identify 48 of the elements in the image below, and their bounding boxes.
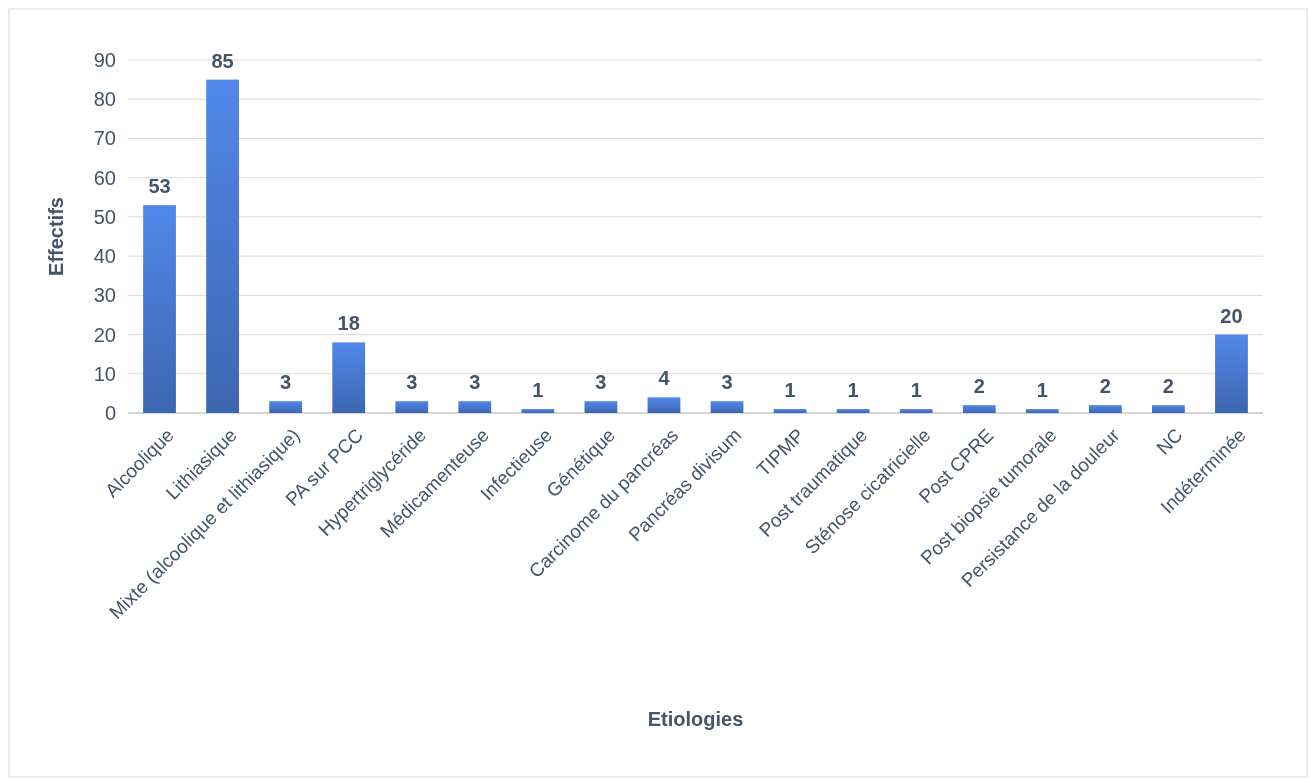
bar <box>143 205 176 413</box>
data-label: 18 <box>337 312 360 335</box>
y-tick-label: 80 <box>93 88 116 111</box>
bar <box>836 409 870 413</box>
y-tick-label: 60 <box>93 166 116 189</box>
y-tick-label: 10 <box>93 362 116 385</box>
y-tick-label: 0 <box>104 402 116 424</box>
data-label: 85 <box>211 49 234 72</box>
bar <box>899 409 933 413</box>
data-label: 2 <box>1162 375 1174 398</box>
y-tick-label: 20 <box>93 323 116 346</box>
data-label: 2 <box>1099 375 1111 398</box>
y-axis-title: Effectifs <box>45 197 67 276</box>
bar <box>458 401 492 413</box>
bar <box>332 342 366 413</box>
bar <box>269 401 303 413</box>
bar <box>584 401 618 413</box>
y-tick-label: 70 <box>93 127 116 150</box>
y-tick-label: 40 <box>93 245 116 268</box>
y-tick-label: 30 <box>93 284 116 307</box>
y-tick-label: 90 <box>93 49 116 71</box>
data-label: 3 <box>280 371 292 394</box>
data-label: 4 <box>658 367 671 390</box>
data-label: 3 <box>469 371 481 394</box>
bar <box>710 401 744 413</box>
bar <box>521 409 555 413</box>
data-label: 53 <box>148 175 171 198</box>
data-label: 3 <box>721 371 733 394</box>
data-label: 2 <box>973 375 985 398</box>
data-label: 1 <box>910 379 922 402</box>
bar <box>206 79 239 413</box>
data-label: 20 <box>1220 304 1243 327</box>
y-tick-label: 50 <box>93 205 116 228</box>
data-label: 1 <box>1036 379 1048 402</box>
data-label: 3 <box>406 371 418 394</box>
bar <box>1088 405 1122 413</box>
bar <box>1025 409 1059 413</box>
x-axis-title: Etiologies <box>647 708 744 730</box>
bar <box>773 409 807 413</box>
data-label: 1 <box>532 379 544 402</box>
bar <box>1152 405 1185 413</box>
data-label: 1 <box>784 379 796 402</box>
data-label: 3 <box>595 371 607 394</box>
data-label: 1 <box>847 379 859 402</box>
bar <box>1215 334 1248 413</box>
bar <box>395 401 429 413</box>
bar <box>962 405 996 413</box>
bar <box>647 397 681 413</box>
